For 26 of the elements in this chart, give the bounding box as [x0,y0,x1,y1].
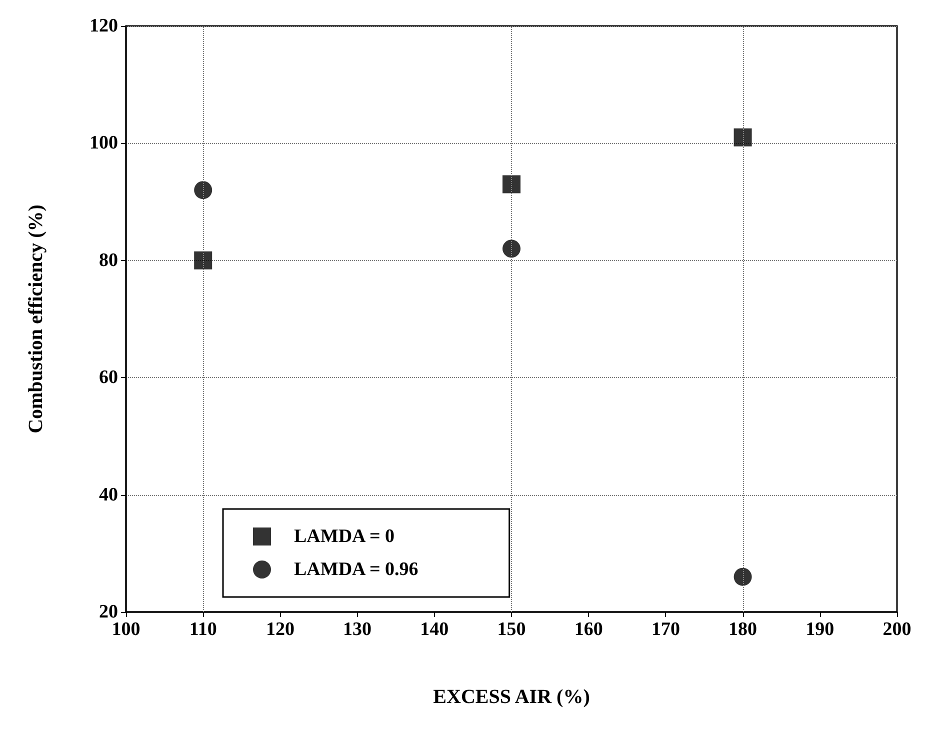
x-tick-label: 150 [497,619,526,640]
x-tick-label: 170 [651,619,680,640]
y-axis-title: Combustion efficiency (%) [25,204,47,434]
y-tick-label: 80 [99,250,118,271]
point [194,181,212,200]
point [734,568,752,586]
x-tick-label: 200 [882,619,912,640]
y-tick-label: 20 [99,602,118,622]
point [194,251,212,270]
legend-label: LAMDA = 0.96 [294,559,418,580]
x-tick-label: 190 [806,619,834,640]
y-tick-label: 60 [99,367,118,388]
point [734,128,752,146]
x-tick-label: 160 [574,619,603,640]
legend-label: LAMDA = 0 [294,526,395,547]
point [502,175,520,194]
x-axis-title: EXCESS AIR (%) [433,686,590,708]
y-tick-label: 120 [90,16,118,36]
x-tick-label: 120 [266,619,294,640]
point [502,240,520,258]
x-tick-label: 140 [420,619,449,640]
x-tick-label: 130 [343,619,372,640]
x-tick-label: 180 [728,619,758,640]
y-tick-label: 100 [90,132,118,154]
x-tick-label: 110 [189,619,217,640]
y-tick-label: 40 [99,484,118,506]
